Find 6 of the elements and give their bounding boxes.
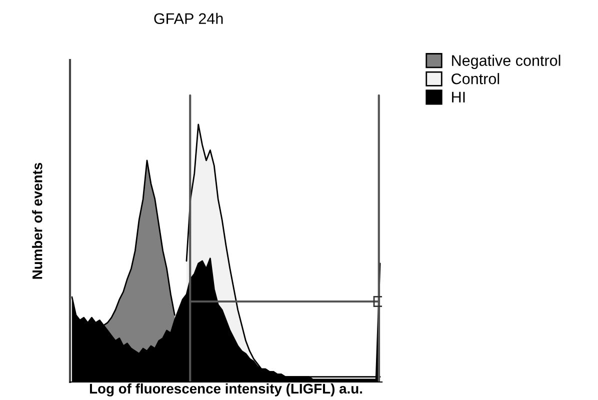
x-axis-title: Log of fluorescence intensity (LIGFL) a.u. <box>90 383 362 396</box>
chart-title: GFAP 24h <box>154 12 223 24</box>
legend-label: Control <box>452 73 500 84</box>
y-axis-title: Number of events <box>32 162 42 279</box>
legend-label: HI <box>452 92 465 102</box>
legend-label: Negative control <box>452 54 560 69</box>
